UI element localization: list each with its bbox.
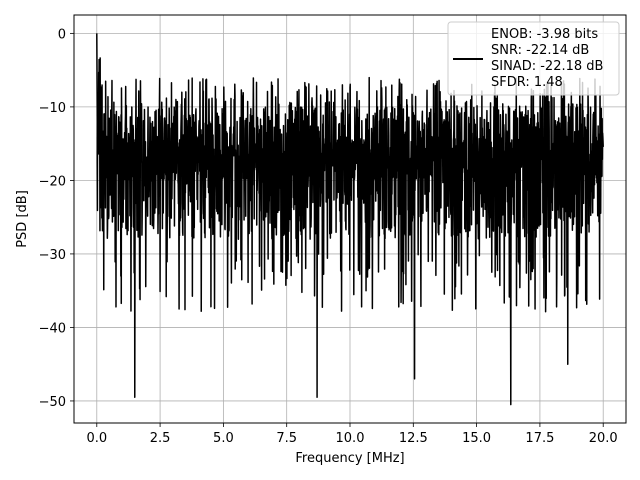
legend-enob: ENOB: -3.98 bits [491, 27, 598, 42]
legend: ENOB: -3.98 bits SNR: -22.14 dB SINAD: -… [447, 21, 620, 96]
y-tick-label: −20 [39, 174, 66, 189]
x-axis-label: Frequency [MHz] [295, 451, 404, 466]
x-tick-label: 15.0 [462, 431, 491, 446]
psd-series-line [96, 33, 604, 406]
y-tick-label: −40 [39, 321, 66, 336]
x-tick-label: 12.5 [399, 431, 428, 446]
y-tick-label: −30 [39, 248, 66, 263]
x-tick-label: 10.0 [336, 431, 365, 446]
legend-sfdr: SFDR: 1.48 [491, 75, 563, 90]
x-tick-label: 0.0 [86, 431, 107, 446]
y-tick-label: −10 [39, 101, 66, 116]
x-tick-label: 7.5 [276, 431, 297, 446]
axis-ticks [70, 32, 604, 427]
x-tick-label: 5.0 [213, 431, 234, 446]
x-tick-labels: 0.0 2.5 5.0 7.5 10.0 12.5 15.0 17.5 20.0 [86, 431, 617, 446]
x-tick-label: 17.5 [525, 431, 554, 446]
x-tick-label: 2.5 [150, 431, 171, 446]
legend-snr: SNR: -22.14 dB [491, 43, 589, 58]
plot-frame [73, 14, 627, 424]
x-tick-label: 20.0 [589, 431, 618, 446]
y-tick-label: −50 [39, 395, 66, 410]
legend-sinad: SINAD: -22.18 dB [491, 59, 603, 74]
y-tick-label: 0 [58, 27, 66, 42]
y-tick-labels: 0 −10 −20 −30 −40 −50 [39, 27, 66, 410]
legend-box [447, 21, 620, 96]
y-axis-label: PSD [dB] [15, 190, 30, 248]
